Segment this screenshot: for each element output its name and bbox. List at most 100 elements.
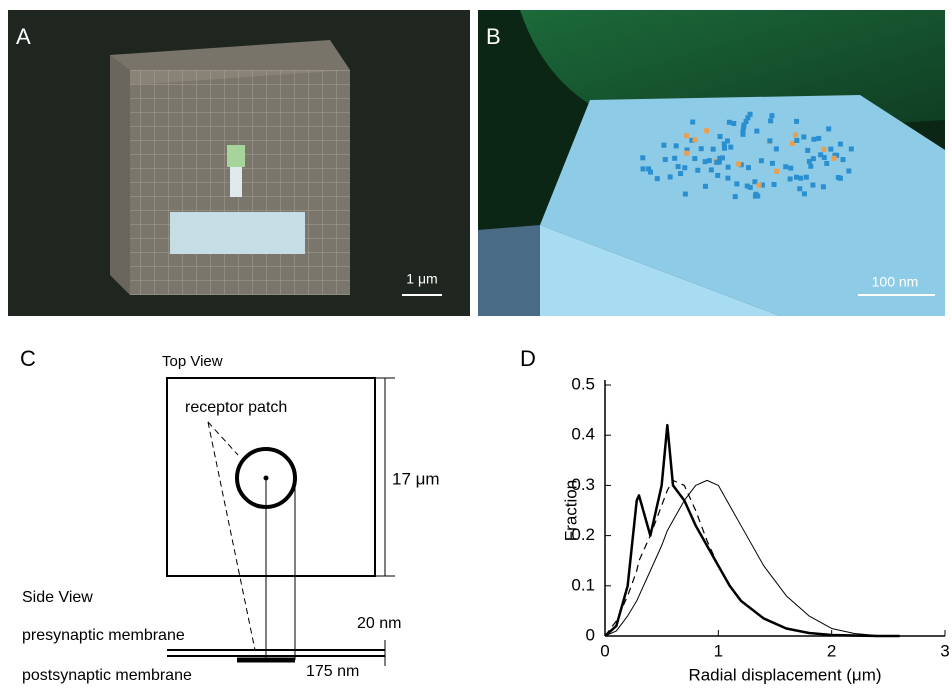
receptor	[793, 132, 798, 137]
receptor	[682, 165, 687, 170]
receptor	[767, 138, 772, 143]
figure: A 1 μm B 100 nm C Top View receptor patc…	[0, 0, 952, 690]
cube-side	[110, 55, 130, 295]
x-tick-label: 3	[940, 641, 949, 660]
receptor	[678, 171, 683, 176]
receptor	[715, 173, 720, 178]
receptor	[832, 156, 837, 161]
receptor	[821, 184, 826, 189]
panel-c-text: C Top View receptor patch 17 μm Side Vie…	[20, 346, 536, 684]
y-tick-label: 0.5	[571, 374, 595, 393]
receptor	[725, 176, 730, 181]
receptor	[772, 182, 777, 187]
receptor	[816, 136, 821, 141]
x-tick-label: 2	[827, 641, 836, 660]
receptor	[754, 129, 759, 134]
receptor	[745, 184, 750, 189]
receptor	[648, 170, 653, 175]
receptor	[759, 158, 764, 163]
receptor	[684, 133, 689, 138]
receptor	[661, 143, 666, 148]
receptor	[821, 147, 826, 152]
receptor	[704, 128, 709, 133]
receptor	[755, 193, 760, 198]
receptor	[741, 129, 746, 134]
label: 17 μm	[392, 469, 440, 488]
receptor	[695, 168, 700, 173]
receptor	[811, 156, 816, 161]
line-series	[605, 480, 900, 636]
receptor	[734, 181, 739, 186]
receptor	[672, 156, 677, 161]
receptor	[770, 161, 775, 166]
scale-label: 1 μm	[406, 271, 437, 287]
receptor	[838, 142, 843, 147]
receptor	[693, 137, 698, 142]
panel-label: A	[16, 24, 31, 49]
x-tick-label: 0	[600, 641, 609, 660]
receptor	[788, 166, 793, 171]
receptor	[783, 164, 788, 169]
receptor	[640, 155, 645, 160]
receptor	[717, 160, 722, 165]
receptor	[846, 168, 851, 173]
receptor	[797, 186, 802, 191]
receptor	[774, 146, 779, 151]
receptor	[794, 175, 799, 180]
receptor	[676, 164, 681, 169]
receptor	[790, 141, 795, 146]
receptor	[692, 156, 697, 161]
receptor	[742, 122, 747, 127]
receptor	[769, 113, 774, 118]
stalk	[230, 167, 242, 197]
receptor	[804, 175, 809, 180]
receptor	[828, 147, 833, 152]
receptor	[733, 194, 738, 199]
receptor	[824, 161, 829, 166]
panel-label: D	[520, 346, 536, 371]
label: 175 nm	[306, 663, 359, 680]
receptor	[768, 118, 773, 123]
label: Top View	[162, 353, 223, 370]
arrow	[208, 422, 238, 455]
receptor	[668, 174, 673, 179]
receptor	[703, 184, 708, 189]
y-tick-label: 0.1	[571, 575, 595, 594]
receptor	[728, 145, 733, 150]
label: 20 nm	[357, 615, 401, 632]
y-axis-label: Fraction	[561, 480, 580, 541]
receptor	[731, 121, 736, 126]
scale-label: 100 nm	[872, 274, 919, 290]
slab	[170, 212, 305, 254]
line-series	[605, 425, 900, 636]
receptor	[748, 112, 753, 117]
receptor	[805, 148, 810, 153]
panel-label: B	[486, 24, 501, 49]
receptor	[709, 167, 714, 172]
receptor	[690, 120, 695, 125]
receptor	[703, 159, 708, 164]
receptor	[810, 183, 815, 188]
terminal	[227, 145, 245, 167]
receptor	[822, 155, 827, 160]
label: presynaptic membrane	[22, 627, 185, 644]
receptor	[811, 137, 816, 142]
receptor	[699, 146, 704, 151]
receptor	[722, 146, 727, 151]
label: postsynaptic membrane	[22, 667, 192, 684]
receptor	[683, 192, 688, 197]
receptor	[774, 169, 779, 174]
receptor	[801, 134, 806, 139]
receptor	[802, 191, 807, 196]
receptor	[727, 120, 732, 125]
receptor	[718, 134, 723, 139]
receptor	[757, 183, 762, 188]
receptor	[841, 157, 846, 162]
receptor	[826, 126, 831, 131]
receptor	[798, 176, 803, 181]
receptor	[849, 146, 854, 151]
receptor	[711, 147, 716, 152]
label: Side View	[22, 589, 93, 606]
receptor	[808, 164, 813, 169]
